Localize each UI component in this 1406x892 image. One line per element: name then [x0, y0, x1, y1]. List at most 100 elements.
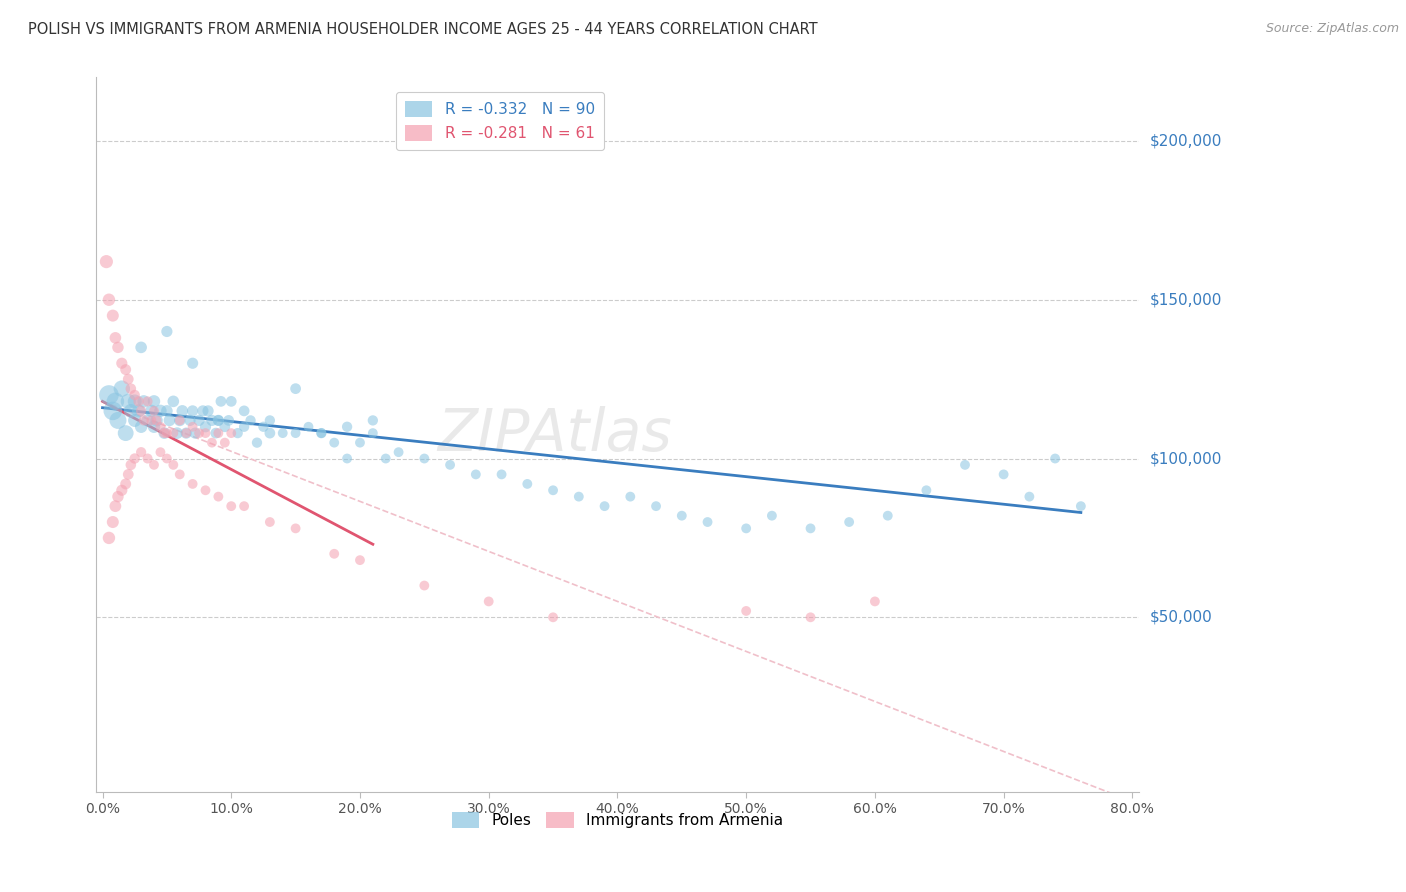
Point: [259, 426, 281, 441]
Text: $100,000: $100,000: [1150, 451, 1222, 466]
Point: [174, 426, 197, 441]
Point: [149, 445, 172, 459]
Point: [201, 413, 224, 427]
Text: ZIPAtlas: ZIPAtlas: [437, 406, 672, 463]
Point: [799, 610, 821, 624]
Point: [464, 467, 486, 482]
Point: [117, 372, 139, 386]
Point: [153, 426, 176, 441]
Point: [735, 521, 758, 535]
Point: [181, 356, 204, 370]
Point: [259, 413, 281, 427]
Point: [478, 594, 501, 608]
Point: [124, 388, 146, 402]
Point: [107, 413, 129, 427]
Point: [619, 490, 641, 504]
Point: [181, 404, 204, 418]
Point: [156, 426, 179, 441]
Point: [153, 426, 176, 441]
Point: [143, 419, 166, 434]
Point: [207, 413, 229, 427]
Point: [104, 394, 127, 409]
Point: [323, 547, 346, 561]
Point: [297, 419, 319, 434]
Point: [568, 490, 591, 504]
Point: [124, 394, 146, 409]
Text: Source: ZipAtlas.com: Source: ZipAtlas.com: [1265, 22, 1399, 36]
Point: [271, 426, 294, 441]
Point: [311, 426, 333, 441]
Point: [311, 426, 333, 441]
Point: [129, 445, 152, 459]
Point: [993, 467, 1015, 482]
Point: [97, 293, 120, 307]
Point: [128, 404, 150, 418]
Point: [201, 435, 224, 450]
Point: [233, 404, 256, 418]
Point: [132, 394, 155, 409]
Point: [197, 404, 219, 418]
Point: [252, 419, 274, 434]
Point: [374, 451, 396, 466]
Point: [214, 435, 236, 450]
Point: [876, 508, 898, 523]
Point: [1043, 451, 1066, 466]
Point: [413, 578, 436, 592]
Point: [323, 435, 346, 450]
Point: [149, 404, 172, 418]
Point: [169, 467, 191, 482]
Point: [111, 356, 134, 370]
Point: [166, 426, 188, 441]
Point: [114, 426, 136, 441]
Point: [645, 499, 668, 513]
Text: $50,000: $50,000: [1150, 610, 1212, 624]
Point: [120, 458, 142, 472]
Point: [143, 458, 166, 472]
Point: [143, 394, 166, 409]
Legend: Poles, Immigrants from Armenia: Poles, Immigrants from Armenia: [446, 806, 789, 834]
Point: [541, 610, 564, 624]
Point: [761, 508, 783, 523]
Point: [172, 404, 194, 418]
Text: $200,000: $200,000: [1150, 134, 1222, 148]
Point: [413, 451, 436, 466]
Point: [107, 340, 129, 354]
Point: [129, 340, 152, 354]
Point: [114, 477, 136, 491]
Point: [593, 499, 616, 513]
Point: [219, 426, 242, 441]
Point: [194, 419, 217, 434]
Text: $150,000: $150,000: [1150, 293, 1222, 307]
Point: [124, 451, 146, 466]
Point: [838, 515, 860, 529]
Point: [671, 508, 693, 523]
Point: [516, 477, 538, 491]
Point: [226, 426, 249, 441]
Point: [162, 394, 184, 409]
Point: [204, 426, 226, 441]
Point: [101, 404, 124, 418]
Point: [159, 413, 181, 427]
Point: [174, 426, 197, 441]
Point: [117, 467, 139, 482]
Point: [128, 394, 150, 409]
Point: [915, 483, 938, 498]
Point: [132, 413, 155, 427]
Point: [129, 404, 152, 418]
Point: [169, 413, 191, 427]
Point: [156, 404, 179, 418]
Point: [143, 404, 166, 418]
Point: [361, 413, 384, 427]
Point: [735, 604, 758, 618]
Point: [194, 426, 217, 441]
Point: [219, 499, 242, 513]
Point: [233, 419, 256, 434]
Point: [239, 413, 262, 427]
Point: [799, 521, 821, 535]
Point: [169, 413, 191, 427]
Point: [207, 413, 229, 427]
Point: [120, 404, 142, 418]
Point: [129, 419, 152, 434]
Point: [284, 426, 307, 441]
Point: [162, 458, 184, 472]
